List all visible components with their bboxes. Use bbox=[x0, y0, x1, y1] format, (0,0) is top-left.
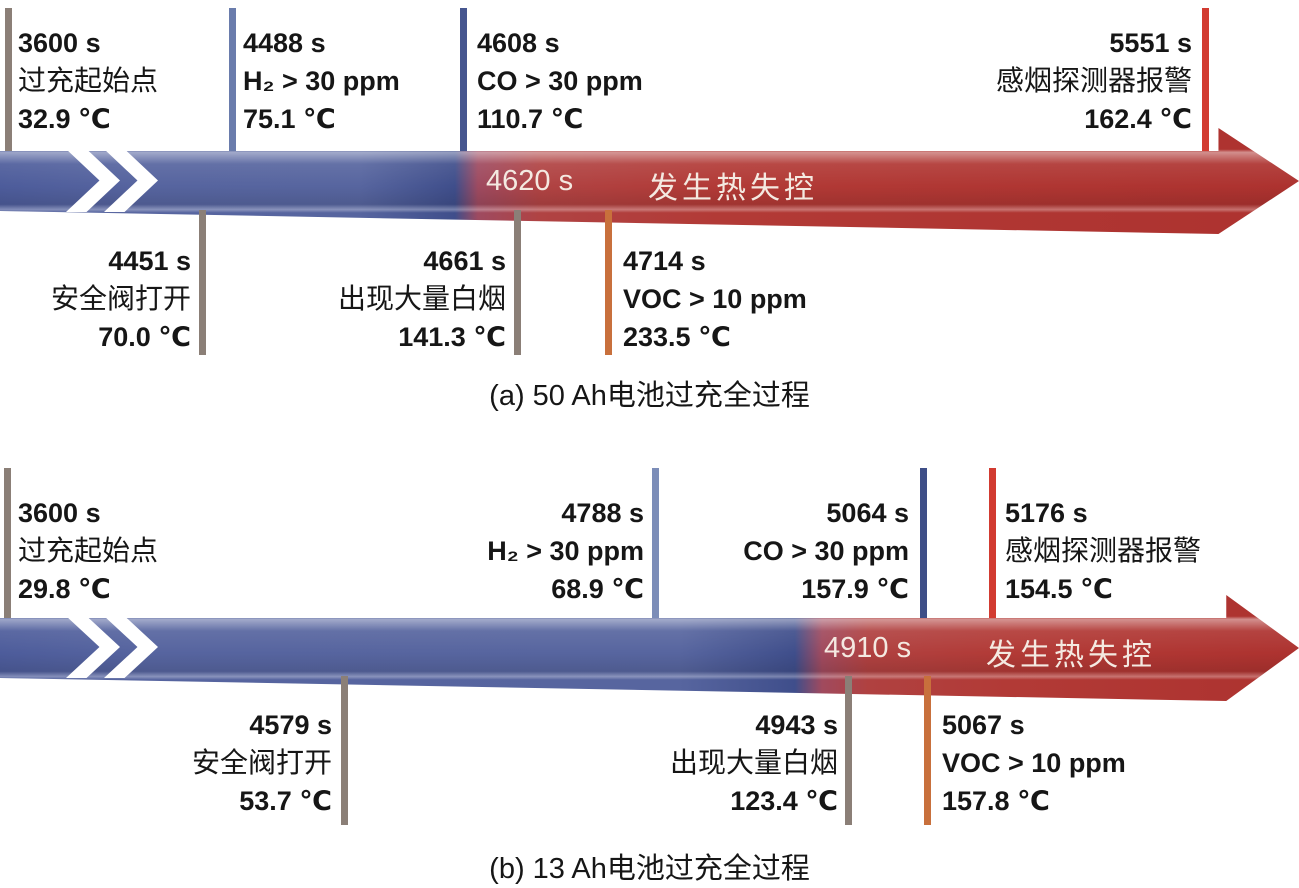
event-time: 4488 s bbox=[243, 28, 326, 58]
event-temp: 157.8 ℃ bbox=[942, 786, 1050, 816]
event-label: VOC > 10 ppm bbox=[942, 748, 1126, 778]
tick-co-a bbox=[460, 8, 467, 151]
event-temp: 154.5 ℃ bbox=[1005, 574, 1113, 604]
tick-voc-a bbox=[605, 210, 612, 355]
event-time: 3600 s bbox=[18, 28, 101, 58]
event-overcharge-start-a: 3600 s 过充起始点 32.9 ℃ bbox=[18, 24, 158, 138]
caption-b: (b) 13 Ah电池过充全过程 bbox=[489, 853, 810, 885]
event-temp: 141.3 ℃ bbox=[398, 322, 506, 352]
tick-smoke-alarm-a bbox=[1202, 8, 1209, 151]
event-time: 4943 s bbox=[755, 710, 838, 740]
runaway-time-a: 4620 s bbox=[486, 165, 574, 197]
tick-white-smoke-b bbox=[845, 676, 852, 825]
event-co-b: 5064 s CO > 30 ppm 157.9 ℃ bbox=[743, 494, 909, 608]
event-temp: 29.8 ℃ bbox=[18, 574, 111, 604]
event-label: H₂ > 30 ppm bbox=[487, 536, 644, 566]
event-label: 出现大量白烟 bbox=[337, 283, 506, 314]
event-time: 5064 s bbox=[826, 498, 909, 528]
event-temp: 162.4 ℃ bbox=[1084, 104, 1192, 134]
tick-overcharge-start-a bbox=[5, 8, 12, 151]
event-time: 3600 s bbox=[18, 498, 101, 528]
event-time: 5067 s bbox=[942, 710, 1025, 740]
event-label: 安全阀打开 bbox=[50, 283, 191, 314]
tick-safety-valve-b bbox=[341, 676, 348, 825]
event-temp: 75.1 ℃ bbox=[243, 104, 336, 134]
event-safety-valve-a: 4451 s 安全阀打开 70.0 ℃ bbox=[51, 242, 191, 356]
event-time: 4714 s bbox=[623, 246, 706, 276]
event-temp: 110.7 ℃ bbox=[477, 104, 584, 134]
event-co-a: 4608 s CO > 30 ppm 110.7 ℃ bbox=[477, 24, 643, 138]
event-label: 出现大量白烟 bbox=[669, 747, 838, 778]
event-temp: 123.4 ℃ bbox=[730, 786, 838, 816]
event-label: 过充起始点 bbox=[18, 535, 159, 566]
event-time: 5176 s bbox=[1005, 498, 1088, 528]
event-time: 4608 s bbox=[477, 28, 560, 58]
tick-h2-b bbox=[652, 468, 659, 618]
event-label: VOC > 10 ppm bbox=[623, 284, 807, 314]
event-overcharge-start-b: 3600 s 过充起始点 29.8 ℃ bbox=[18, 494, 158, 608]
tick-h2-a bbox=[229, 8, 236, 151]
event-temp: 68.9 ℃ bbox=[551, 574, 644, 604]
tick-co-b bbox=[920, 468, 927, 618]
event-temp: 53.7 ℃ bbox=[239, 786, 332, 816]
event-label: H₂ > 30 ppm bbox=[243, 66, 400, 96]
tick-white-smoke-a bbox=[514, 210, 521, 355]
event-time: 4661 s bbox=[423, 246, 506, 276]
event-smoke-alarm-b: 5176 s 感烟探测器报警 154.5 ℃ bbox=[1005, 494, 1201, 608]
event-voc-b: 5067 s VOC > 10 ppm 157.8 ℃ bbox=[942, 706, 1126, 820]
event-time: 4579 s bbox=[249, 710, 332, 740]
event-smoke-alarm-a: 5551 s 感烟探测器报警 162.4 ℃ bbox=[996, 24, 1192, 138]
event-white-smoke-b: 4943 s 出现大量白烟 123.4 ℃ bbox=[670, 706, 838, 820]
event-temp: 32.9 ℃ bbox=[18, 104, 111, 134]
event-time: 4451 s bbox=[108, 246, 191, 276]
tick-smoke-alarm-b bbox=[989, 468, 996, 618]
runaway-label-b: 发生热失控 bbox=[986, 639, 1156, 672]
caption-a: (a) 50 Ah电池过充全过程 bbox=[489, 380, 810, 412]
event-label: 安全阀打开 bbox=[191, 747, 332, 778]
event-label: CO > 30 ppm bbox=[477, 66, 643, 96]
event-white-smoke-a: 4661 s 出现大量白烟 141.3 ℃ bbox=[338, 242, 506, 356]
runaway-time-b: 4910 s bbox=[824, 632, 912, 664]
event-h2-b: 4788 s H₂ > 30 ppm 68.9 ℃ bbox=[487, 494, 644, 608]
runaway-label-a: 发生热失控 bbox=[648, 172, 818, 205]
tick-voc-b bbox=[924, 676, 931, 825]
event-voc-a: 4714 s VOC > 10 ppm 233.5 ℃ bbox=[623, 242, 807, 356]
event-label: 感烟探测器报警 bbox=[995, 65, 1192, 96]
event-time: 5551 s bbox=[1109, 28, 1192, 58]
tick-safety-valve-a bbox=[199, 210, 206, 355]
event-h2-a: 4488 s H₂ > 30 ppm 75.1 ℃ bbox=[243, 24, 400, 138]
event-temp: 70.0 ℃ bbox=[98, 322, 191, 352]
event-time: 4788 s bbox=[561, 498, 644, 528]
event-temp: 157.9 ℃ bbox=[801, 574, 909, 604]
event-temp: 233.5 ℃ bbox=[623, 322, 731, 352]
tick-overcharge-start-b bbox=[4, 468, 11, 618]
event-safety-valve-b: 4579 s 安全阀打开 53.7 ℃ bbox=[192, 706, 332, 820]
event-label: 感烟探测器报警 bbox=[1005, 535, 1202, 566]
event-label: CO > 30 ppm bbox=[743, 536, 909, 566]
event-label: 过充起始点 bbox=[18, 65, 159, 96]
